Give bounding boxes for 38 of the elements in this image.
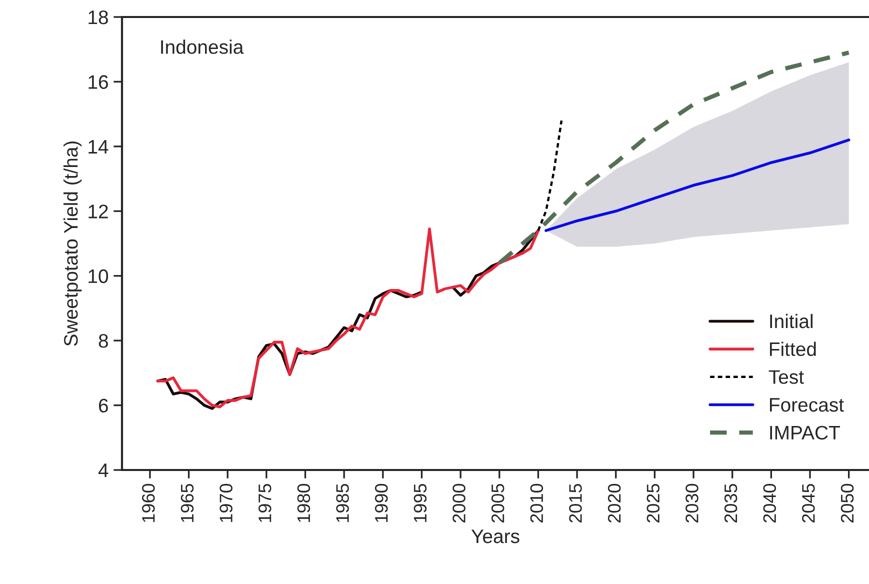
- x-tick-label: 1995: [414, 484, 427, 522]
- y-tick-label: 16: [88, 75, 108, 89]
- text: Indonesia: [161, 40, 244, 54]
- x-tick-label: 2025: [646, 484, 660, 522]
- legend-label: Test: [768, 370, 804, 384]
- x-tick-label: 1990: [374, 484, 388, 522]
- line-series: [497, 50, 851, 265]
- legend-label: Initial: [770, 314, 812, 328]
- x-tick-label: 1985: [336, 484, 349, 522]
- x-tick-label: 1965: [180, 484, 194, 522]
- x-tick-label: 2040: [763, 484, 776, 522]
- x-tick-label: 2010: [530, 484, 544, 522]
- line-series: [544, 138, 850, 232]
- y-tick-label: 14: [88, 140, 108, 154]
- x-tick-label: 1975: [258, 484, 272, 522]
- y-tick-label: 8: [98, 334, 108, 348]
- x-tick-label: 2000: [452, 484, 466, 522]
- y-tick-label: 6: [98, 398, 108, 413]
- y-axis-title: Sweetpotato Yield (t/ha): [64, 141, 82, 346]
- x-tick-label: 1960: [142, 484, 155, 522]
- x-tick-label: 2005: [491, 484, 504, 522]
- x-tick-label: 2045: [802, 484, 815, 522]
- x-tick-label: 2015: [569, 484, 582, 522]
- legend-label: Fitted: [770, 342, 816, 356]
- x-tick-label: 2050: [840, 484, 854, 522]
- line-series: [537, 119, 563, 232]
- x-tick-label: 2030: [686, 484, 698, 522]
- legend-label: Forecast: [770, 398, 844, 412]
- x-axis-title: Years: [471, 530, 520, 544]
- y-tick-label: 12: [88, 204, 108, 218]
- y-tick-label: 18: [88, 10, 108, 24]
- y-tick-label: 10: [88, 269, 108, 284]
- x-tick-label: 1980: [297, 484, 310, 522]
- x-tick-label: 1970: [220, 484, 232, 522]
- x-tick-label: 2035: [724, 484, 738, 522]
- y-tick-label: 4: [98, 464, 108, 478]
- legend-label: IMPACT: [770, 426, 840, 440]
- x-tick-label: 2020: [608, 484, 621, 522]
